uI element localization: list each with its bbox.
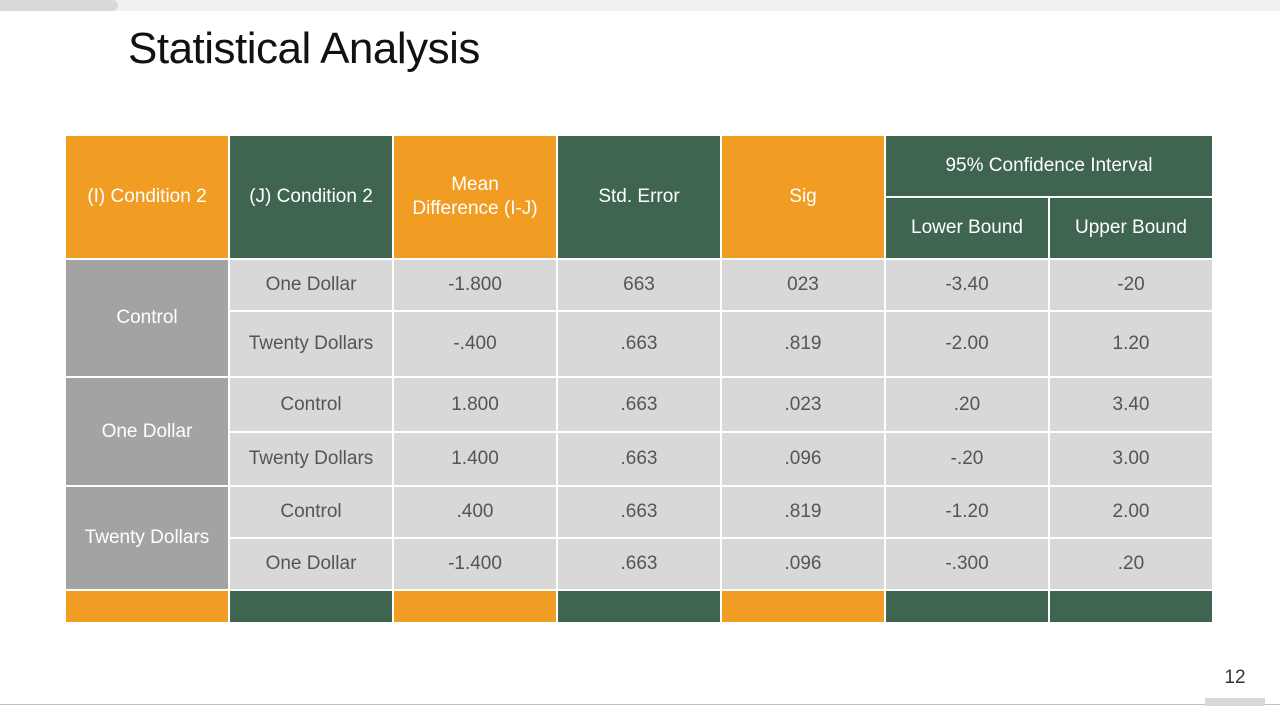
- cell-j-condition: Control: [228, 485, 394, 539]
- cell-std-error: 663: [556, 258, 722, 312]
- cell-j-condition: Twenty Dollars: [228, 310, 394, 378]
- footer-strip-cell: [720, 589, 886, 624]
- table-row: Twenty Dollars 1.400 .663 .096 -.20 3.00: [65, 431, 1214, 487]
- header-i-condition: (I) Condition 2: [64, 134, 230, 260]
- cell-mean-difference: 1.800: [392, 376, 558, 433]
- top-bar: [0, 0, 1280, 11]
- cell-j-condition: Control: [228, 376, 394, 433]
- cell-lower-bound: -.300: [884, 537, 1050, 591]
- table-row: One Dollar -1.400 .663 .096 -.300 .20: [65, 537, 1214, 591]
- footer-strip-cell: [392, 589, 558, 624]
- cell-lower-bound: -2.00: [884, 310, 1050, 378]
- cell-std-error: .663: [556, 485, 722, 539]
- cell-std-error: .663: [556, 537, 722, 591]
- footer-color-strip: [64, 589, 1214, 624]
- cell-j-condition: One Dollar: [228, 537, 394, 591]
- cell-upper-bound: 3.40: [1048, 376, 1214, 433]
- group-label-one-dollar: One Dollar: [64, 376, 230, 487]
- header-mean-difference-text: Mean Difference (I-J): [412, 174, 538, 219]
- cell-sig: .819: [720, 485, 886, 539]
- cell-upper-bound: 1.20: [1048, 310, 1214, 378]
- cell-mean-difference: .400: [392, 485, 558, 539]
- cell-std-error: .663: [556, 310, 722, 378]
- cell-sig: 023: [720, 258, 886, 312]
- cell-lower-bound: -3.40: [884, 258, 1050, 312]
- cell-mean-difference: 1.400: [392, 431, 558, 487]
- group-label-control: Control: [64, 258, 230, 378]
- cell-lower-bound: .20: [884, 376, 1050, 433]
- cell-mean-difference: -1.800: [392, 258, 558, 312]
- footer-strip-cell: [556, 589, 722, 624]
- header-confidence-interval: 95% Confidence Interval: [884, 134, 1214, 198]
- footer-strip-cell: [64, 589, 230, 624]
- footer-strip-cell: [884, 589, 1050, 624]
- cell-j-condition: One Dollar: [228, 258, 394, 312]
- table-row: Twenty Dollars Control .400 .663 .819 -1…: [64, 485, 1214, 591]
- cell-lower-bound: -1.20: [884, 485, 1050, 539]
- header-lower-bound: Lower Bound: [884, 196, 1050, 260]
- footer-strip-cell: [228, 589, 394, 624]
- table-row: Control One Dollar -1.800 663 023 -3.40 …: [64, 258, 1214, 378]
- header-sig: Sig: [720, 134, 886, 260]
- top-bar-accent: [0, 0, 118, 11]
- group-label-twenty-dollars: Twenty Dollars: [64, 485, 230, 591]
- cell-upper-bound: 2.00: [1048, 485, 1214, 539]
- header-std-error: Std. Error: [556, 134, 722, 260]
- header-j-condition: (J) Condition 2: [228, 134, 394, 260]
- bottom-divider: [0, 704, 1280, 705]
- footer-strip-cell: [1048, 589, 1214, 624]
- cell-std-error: .663: [556, 431, 722, 487]
- cell-sig: .096: [720, 537, 886, 591]
- cell-mean-difference: -.400: [392, 310, 558, 378]
- cell-sig: .023: [720, 376, 886, 433]
- cell-upper-bound: -20: [1048, 258, 1214, 312]
- cell-mean-difference: -1.400: [392, 537, 558, 591]
- cell-std-error: .663: [556, 376, 722, 433]
- bottom-accent: [1205, 698, 1265, 706]
- header-mean-difference: Mean Difference (I-J): [392, 134, 558, 260]
- cell-j-condition: Twenty Dollars: [228, 431, 394, 487]
- header-upper-bound: Upper Bound: [1048, 196, 1214, 260]
- cell-sig: .096: [720, 431, 886, 487]
- table-row: One Dollar Control 1.800 .663 .023 .20 3…: [64, 376, 1214, 487]
- statistics-table: (I) Condition 2 (J) Condition 2 Mean Dif…: [64, 134, 1214, 624]
- cell-upper-bound: 3.00: [1048, 431, 1214, 487]
- page-number: 12: [1224, 667, 1246, 688]
- cell-upper-bound: .20: [1048, 537, 1214, 591]
- slide-title: Statistical Analysis: [128, 24, 480, 73]
- cell-sig: .819: [720, 310, 886, 378]
- cell-lower-bound: -.20: [884, 431, 1050, 487]
- table-row: Twenty Dollars -.400 .663 .819 -2.00 1.2…: [65, 310, 1214, 378]
